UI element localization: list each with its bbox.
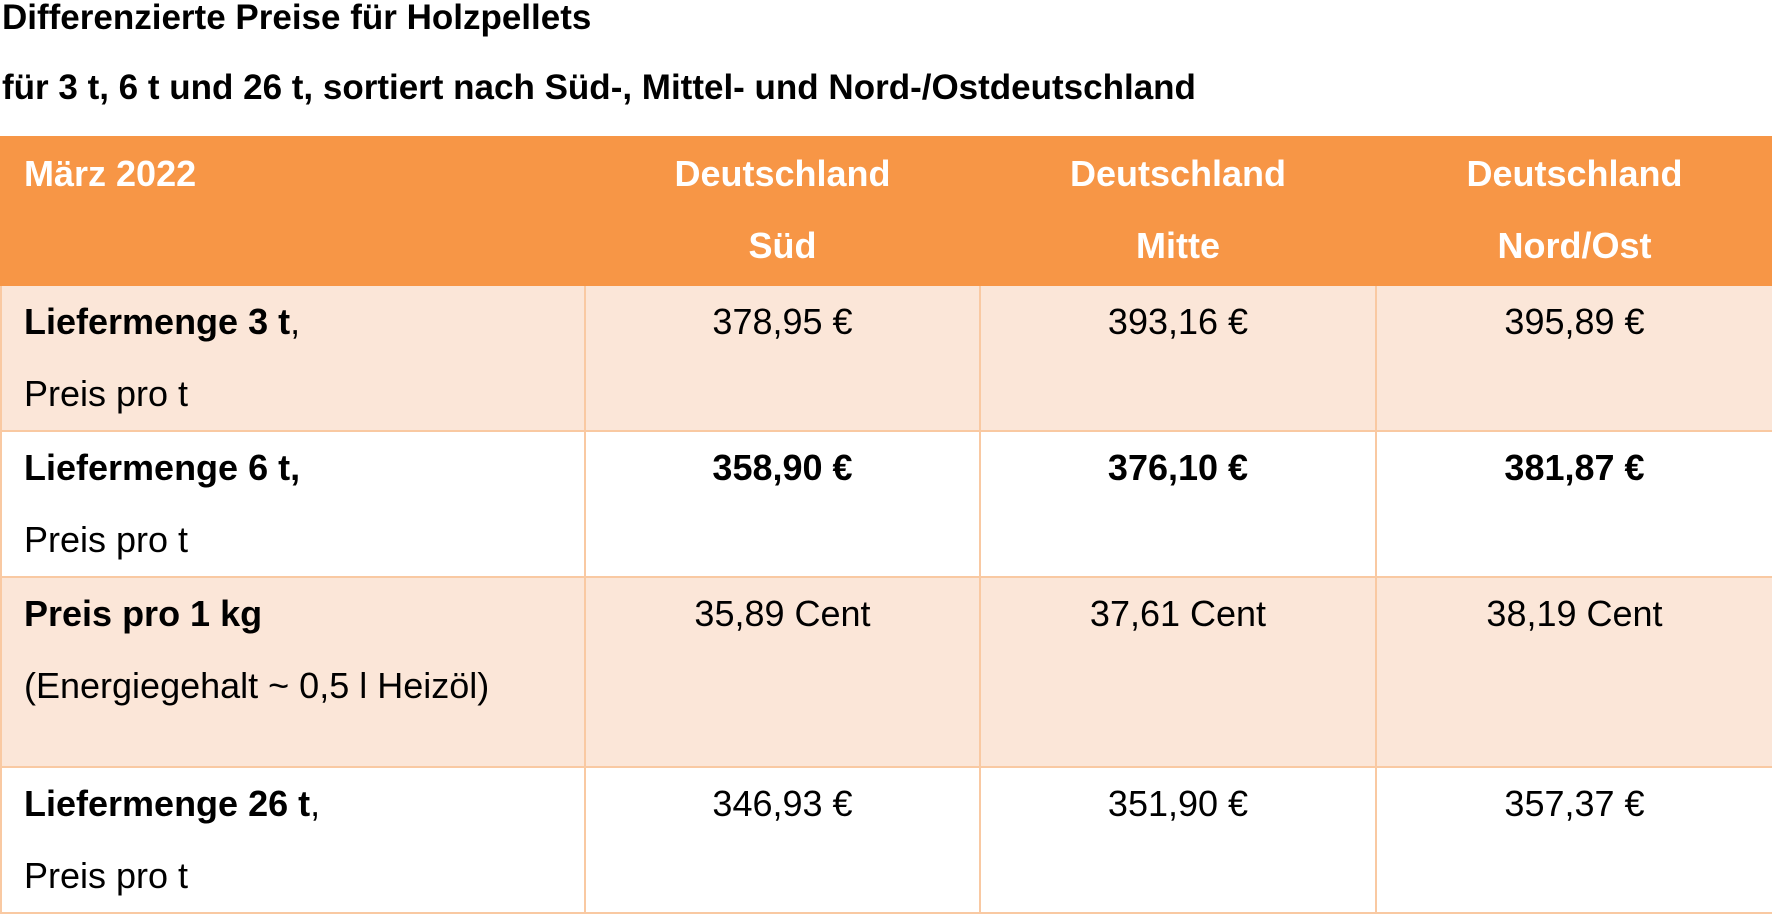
price-cell: 351,90 € [979,766,1377,914]
row-label: Liefermenge 6 t, [24,432,584,504]
row-label-main: Liefermenge 26 t [24,783,311,824]
price-cell: 35,89 Cent [584,576,981,768]
header-region-mitte: Deutschland Mitte [979,136,1377,286]
table-row: Preis pro 1 kg (Energiegehalt ~ 0,5 l He… [0,576,1772,768]
row-label-suffix: , [310,783,321,824]
header-region-line2: Mitte [1136,225,1220,266]
header-period-label: März 2022 [24,153,197,194]
row-label-sub: (Energiegehalt ~ 0,5 l Heizöl) [24,665,490,706]
price-cell: 393,16 € [979,284,1377,432]
row-label-sub: Preis pro t [24,519,189,560]
header-region-line1: Deutschland [674,153,891,194]
table-header-row: März 2022 Deutschland Süd Deutschland Mi… [0,136,1772,286]
price-cell: 357,37 € [1375,766,1772,914]
table-row: Liefermenge 3 t, Preis pro t 378,95 € 39… [0,284,1772,432]
header-region-nord-ost: Deutschland Nord/Ost [1375,136,1772,286]
price-cell: 38,19 Cent [1375,576,1772,768]
price-cell: 346,93 € [584,766,981,914]
page-title: Differenzierte Preise für Holzpellets [2,0,592,37]
header-region-line1: Deutschland [1466,153,1683,194]
table-row: Liefermenge 6 t, Preis pro t 358,90 € 37… [0,430,1772,578]
row-label-cell: Liefermenge 26 t, Preis pro t [0,766,586,914]
row-label: Liefermenge 3 t, [24,286,584,358]
price-cell: 358,90 € [584,430,981,578]
price-table: März 2022 Deutschland Süd Deutschland Mi… [0,136,1772,914]
page-subtitle: für 3 t, 6 t und 26 t, sortiert nach Süd… [2,68,1196,107]
price-cell: 37,61 Cent [979,576,1377,768]
price-cell: 376,10 € [979,430,1377,578]
header-region-line2: Süd [748,225,817,266]
price-cell: 378,95 € [584,284,981,432]
row-label-sub: Preis pro t [24,855,189,896]
header-region-sued: Deutschland Süd [584,136,981,286]
row-label-cell: Liefermenge 3 t, Preis pro t [0,284,586,432]
row-label-cell: Liefermenge 6 t, Preis pro t [0,430,586,578]
header-period: März 2022 [0,136,586,286]
row-label: Preis pro 1 kg [24,578,584,650]
header-region-line2: Nord/Ost [1497,225,1652,266]
row-label-main: Liefermenge 3 t [24,301,291,342]
row-label-cell: Preis pro 1 kg (Energiegehalt ~ 0,5 l He… [0,576,586,768]
row-label-suffix: , [290,301,301,342]
price-cell: 381,87 € [1375,430,1772,578]
row-label-main: Liefermenge 6 t, [24,447,301,488]
header-region-line1: Deutschland [1069,153,1287,194]
row-label-main: Preis pro 1 kg [24,593,263,634]
row-label-sub: Preis pro t [24,373,189,414]
price-cell: 395,89 € [1375,284,1772,432]
row-label: Liefermenge 26 t, [24,768,584,840]
table-row: Liefermenge 26 t, Preis pro t 346,93 € 3… [0,766,1772,914]
